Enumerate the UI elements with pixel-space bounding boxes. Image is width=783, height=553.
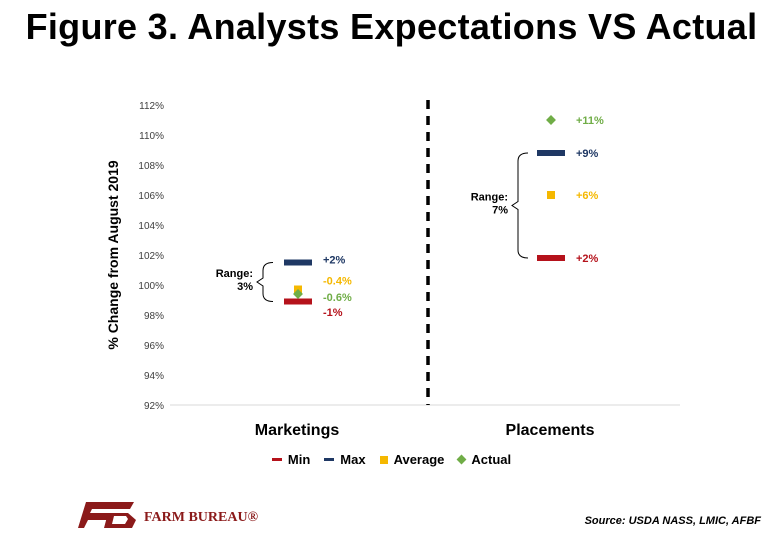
- farm-bureau-logo-icon: [78, 502, 136, 528]
- max-data-label: +9%: [576, 148, 599, 160]
- range-bracket: [256, 262, 274, 302]
- y-tick-label: 108%: [138, 161, 164, 172]
- legend-label-max: Max: [340, 452, 366, 467]
- actual-mark: [546, 115, 556, 125]
- legend: Min Max Average Actual: [0, 452, 783, 467]
- max-data-label: +2%: [323, 255, 346, 267]
- y-tick-label: 92%: [144, 401, 164, 412]
- chart-title: Figure 3. Analysts Expectations VS Actua…: [25, 6, 758, 47]
- y-tick-label: 112%: [139, 101, 164, 112]
- y-tick-label: 104%: [138, 221, 164, 232]
- actual-data-label: +11%: [576, 115, 604, 127]
- max-mark: [284, 259, 312, 266]
- min-mark: [284, 298, 312, 305]
- x-category-label: Placements: [506, 422, 595, 439]
- y-axis-label: % Change from August 2019: [105, 160, 121, 350]
- range-bracket: [511, 152, 529, 259]
- y-tick-label: 94%: [144, 371, 164, 382]
- actual-mark: [293, 289, 303, 299]
- max-mark: [537, 150, 565, 156]
- legend-swatch-min: [271, 458, 282, 461]
- average-mark: [547, 191, 555, 199]
- legend-item-actual: Actual: [456, 452, 512, 467]
- x-category-label: Marketings: [255, 422, 340, 439]
- range-label: 3%: [237, 281, 253, 293]
- y-tick-label: 98%: [144, 311, 164, 322]
- range-label: Range:: [471, 192, 508, 204]
- farm-bureau-logo: FARM BUREAU®: [78, 500, 268, 530]
- y-tick-label: 102%: [138, 251, 164, 262]
- range-label: Range:: [216, 268, 253, 280]
- actual-data-label: -0.6%: [323, 292, 352, 304]
- legend-label-actual: Actual: [471, 452, 512, 467]
- average-data-label: -0.4%: [323, 276, 352, 288]
- min-mark: [537, 255, 565, 261]
- y-tick-label: 110%: [139, 131, 164, 142]
- legend-item-average: Average: [379, 452, 445, 467]
- legend-swatch-max: [324, 458, 335, 461]
- legend-swatch-actual: [456, 454, 467, 465]
- min-data-label: -1%: [323, 307, 343, 319]
- min-data-label: +2%: [576, 253, 599, 265]
- y-tick-label: 106%: [138, 191, 164, 202]
- legend-swatch-average: [379, 455, 388, 464]
- y-tick-label: 96%: [144, 341, 164, 352]
- legend-label-average: Average: [393, 452, 445, 467]
- y-tick-label: 100%: [138, 281, 164, 292]
- legend-item-max: Max: [324, 452, 366, 467]
- legend-label-min: Min: [287, 452, 311, 467]
- average-data-label: +6%: [576, 190, 599, 202]
- source-note: Source: USDA NASS, LMIC, AFBF: [584, 515, 761, 527]
- legend-item-min: Min: [271, 452, 311, 467]
- range-label: 7%: [492, 205, 508, 217]
- logo-text: FARM BUREAU®: [144, 510, 259, 525]
